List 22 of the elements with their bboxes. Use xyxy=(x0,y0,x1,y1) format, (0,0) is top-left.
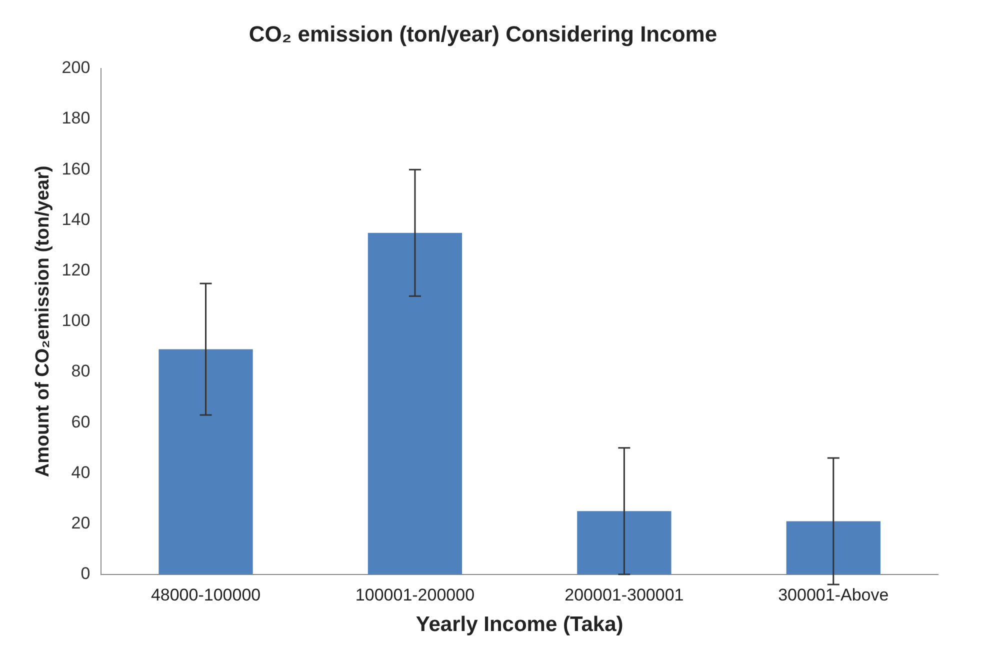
bar xyxy=(368,232,462,574)
x-tick-label: 200001-300001 xyxy=(564,585,684,604)
y-tick-label: 200 xyxy=(62,58,90,78)
chart-title: CO₂ emission (ton/year) Considering Income xyxy=(248,21,718,46)
y-tick-label: 100 xyxy=(62,311,90,330)
x-tick-label: 100001-200000 xyxy=(355,585,475,604)
y-tick-label: 0 xyxy=(80,564,90,584)
y-tick-label: 40 xyxy=(71,462,90,482)
y-tick-label: 180 xyxy=(62,108,90,128)
y-tick-label: 160 xyxy=(62,159,90,178)
x-axis-title: Yearly Income (Taka) xyxy=(416,613,624,636)
y-tick-label: 20 xyxy=(71,513,90,532)
x-tick-label: 300001-Above xyxy=(778,585,889,604)
y-tick-label: 140 xyxy=(62,210,90,229)
x-tick-label: 48000-100000 xyxy=(150,585,261,604)
y-tick-label: 60 xyxy=(71,412,90,432)
y-tick-label: 120 xyxy=(62,260,90,280)
bar xyxy=(577,511,672,574)
y-axis-title: Amount of CO₂emission (ton/year) xyxy=(32,166,54,478)
bar xyxy=(158,349,253,574)
y-tick-label: 80 xyxy=(71,362,90,381)
bar xyxy=(786,521,880,574)
